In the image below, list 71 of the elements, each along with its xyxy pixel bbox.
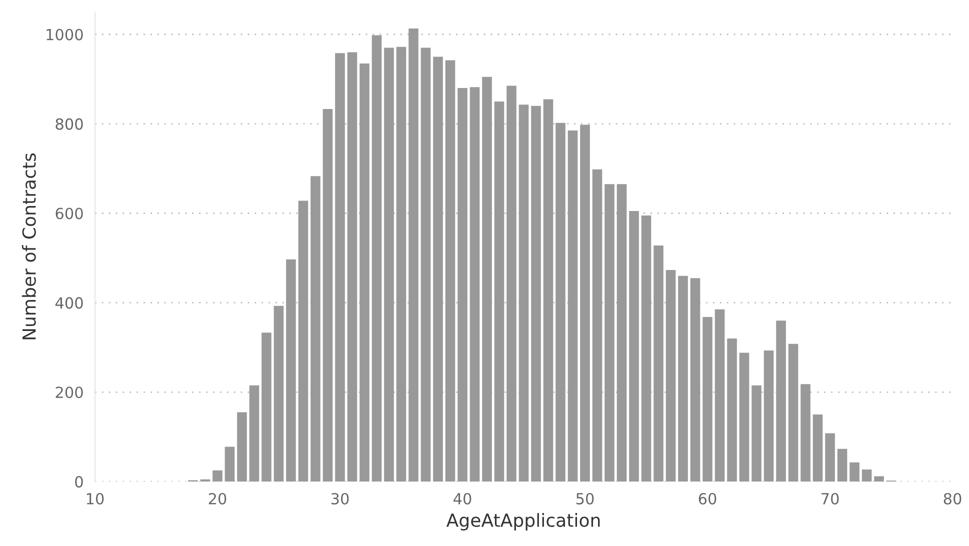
bar bbox=[360, 63, 370, 482]
bar bbox=[739, 352, 750, 482]
bar bbox=[678, 276, 688, 482]
bar bbox=[702, 317, 712, 482]
bar bbox=[837, 448, 848, 482]
bar bbox=[654, 245, 664, 482]
bar bbox=[604, 184, 614, 482]
bar bbox=[396, 46, 406, 482]
bar bbox=[494, 101, 504, 482]
bar bbox=[347, 52, 358, 482]
bar bbox=[727, 338, 737, 482]
bar bbox=[752, 385, 762, 482]
bar bbox=[433, 56, 443, 482]
x-axis-title: AgeAtApplication bbox=[446, 513, 600, 530]
bar bbox=[224, 446, 235, 482]
x-tick-label: 40 bbox=[454, 492, 472, 505]
bar bbox=[286, 259, 296, 482]
bar bbox=[482, 76, 492, 482]
y-tick-label: 800 bbox=[56, 118, 83, 130]
bar bbox=[262, 332, 272, 482]
bar bbox=[568, 130, 578, 482]
x-tick-label: 80 bbox=[944, 492, 962, 505]
bar bbox=[470, 87, 480, 482]
bar bbox=[812, 414, 823, 482]
bar bbox=[531, 106, 541, 482]
bar bbox=[249, 385, 260, 482]
y-tick-label: 1000 bbox=[46, 28, 83, 40]
x-tick-label: 10 bbox=[86, 492, 104, 505]
bar bbox=[212, 470, 222, 482]
bar bbox=[874, 476, 884, 482]
bar bbox=[506, 86, 516, 482]
bar bbox=[274, 306, 284, 482]
bar bbox=[384, 48, 394, 482]
y-tick-label: 600 bbox=[56, 208, 83, 220]
bar bbox=[372, 35, 382, 482]
bar bbox=[310, 176, 320, 482]
bar bbox=[825, 433, 835, 482]
bar bbox=[641, 215, 652, 482]
bar bbox=[764, 350, 774, 482]
bar bbox=[335, 53, 345, 482]
x-tick-label: 30 bbox=[331, 492, 349, 505]
bar bbox=[616, 184, 627, 482]
bar bbox=[420, 48, 431, 482]
y-tick-label: 200 bbox=[56, 386, 83, 398]
bar bbox=[408, 28, 418, 482]
bar bbox=[458, 88, 468, 482]
y-tick-label: 400 bbox=[55, 297, 83, 309]
y-axis-title: Number of Contracts bbox=[22, 153, 36, 340]
bar bbox=[322, 109, 333, 482]
bar bbox=[690, 278, 700, 482]
bar bbox=[580, 124, 590, 482]
bar bbox=[850, 462, 860, 482]
x-tick-label: 60 bbox=[698, 492, 716, 505]
bar bbox=[714, 309, 725, 482]
bar bbox=[445, 60, 456, 482]
bar bbox=[629, 211, 639, 482]
bar bbox=[518, 104, 529, 482]
bar bbox=[237, 412, 247, 482]
bar bbox=[556, 122, 566, 482]
y-tick-label: 0 bbox=[75, 476, 83, 488]
bar bbox=[800, 384, 810, 482]
bar bbox=[592, 169, 602, 482]
bar bbox=[666, 270, 676, 482]
bar bbox=[543, 99, 554, 482]
x-tick-label: 50 bbox=[576, 492, 594, 505]
bar bbox=[862, 470, 872, 482]
bar bbox=[776, 320, 786, 482]
x-tick-label: 70 bbox=[822, 492, 839, 505]
bar bbox=[788, 344, 798, 482]
bar bbox=[298, 200, 308, 482]
x-tick-label: 20 bbox=[208, 492, 226, 505]
